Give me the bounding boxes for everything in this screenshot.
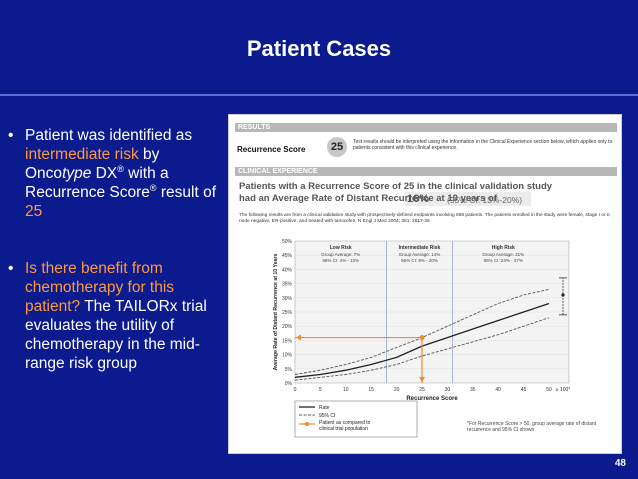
legend-entry: Patient as compared to [319,420,371,426]
recurrence-score-value: 25 [327,137,347,157]
patient-arrow-left [296,334,301,341]
legend-entry: 95% CI [319,413,335,419]
y-tick-label: 25% [282,310,293,316]
x-tick-label: 20 [394,387,400,393]
y-tick-label: 15% [282,338,293,344]
legend-entry: clinical trial population [319,426,368,432]
group-name: High Risk [492,245,515,251]
group-ci: 95% CI: 4% - 10% [322,258,359,263]
y-tick-label: 30% [282,296,293,302]
bullet-marker: • [8,260,14,277]
title-divider [0,94,638,96]
x-tick-label: 40 [495,387,501,393]
group-name: Low Risk [330,245,352,251]
legend-box [294,400,418,438]
high-group-point [561,293,565,297]
x-tick-label: 45 [521,387,527,393]
slide-title: Patient Cases [246,36,392,61]
y-tick-label: 35% [282,282,293,288]
x-axis-label: Recurrence Score [406,396,458,402]
bullet-marker: • [8,127,14,144]
group-ci: 95% CI: 8% - 20% [401,258,438,263]
recurrence-chart: 0% 5% 10% 15% 20% 25% 30% 35% 40% 45% 50% 0 5 10 15 20 2… [273,239,570,438]
x-tick-label: 30 [445,387,451,393]
question-highlight: Is there benefit from chemotherapy for t… [25,260,175,315]
intermediate-risk-highlight: intermediate risk [25,146,139,163]
recurrence-score-label: Recurrence Score [237,145,306,154]
y-tick-label: 5% [285,367,293,373]
page-number: 48 [614,458,626,469]
x-tick-label: 10 [343,387,349,393]
x-tick-label: 0 [294,387,297,393]
group-average: Group Average: 31% [482,252,524,257]
clinical-experience-header: CLINICAL EXPERIENCE [235,167,617,176]
x-tick-label: 5 [319,387,322,393]
results-note: Test results should be interpreted using… [353,139,613,151]
x-tick-label: 35 [470,387,476,393]
clinical-ci: (95% CI: 13%-20%) [447,195,523,205]
x-tick-label: ≥ 100* [556,387,570,393]
results-header: RESULTS [235,123,617,132]
x-tick-label: 50 [546,387,552,393]
pct-highlight-box [405,192,531,206]
clinical-headline: Patients with a Recurrence Score of 25 i… [239,181,553,204]
recurrence-score-report: RESULTS Recurrence Score 25 Test results… [228,114,622,454]
group-name: Intermediate Risk [399,245,441,251]
score-highlight: 25 [25,203,43,220]
clinical-body: The following results are from a clinica… [239,213,611,224]
legend-swatch-patient-dot [305,422,309,426]
patient-marker [419,335,425,341]
legend-entry: Rate [319,405,330,411]
y-tick-label: 10% [282,353,293,359]
bullet-1: • Patient was identified as intermediate… [8,126,218,221]
bullet-1-text: Patient was identified as intermediate r… [25,127,217,220]
bullet-2: • Is there benefit from chemotherapy for… [8,259,218,373]
clinical-percentage: 16% [407,193,430,205]
patient-arrow-down [419,377,425,382]
y-tick-label: 40% [282,267,293,273]
group-average: Group Average: 7% [321,252,360,257]
y-tick-label: 0% [285,381,293,387]
bullet-2-text: Is there benefit from chemotherapy for t… [25,260,207,372]
y-tick-label: 45% [282,253,293,259]
x-tick-label: 25 [419,387,425,393]
y-axis-label: Average Rate of Distant Recurrence at 10… [273,254,279,371]
x-tick-label: 15 [368,387,374,393]
chart-footnote: *For Recurrence Score > 50, group averag… [467,421,597,433]
group-average: Group Average: 14% [399,252,441,257]
y-tick-label: 20% [282,324,293,330]
series-95-ci-2 [294,317,550,381]
group-ci: 95% CI: 24% - 37% [484,258,523,263]
y-tick-label: 50% [282,239,293,245]
